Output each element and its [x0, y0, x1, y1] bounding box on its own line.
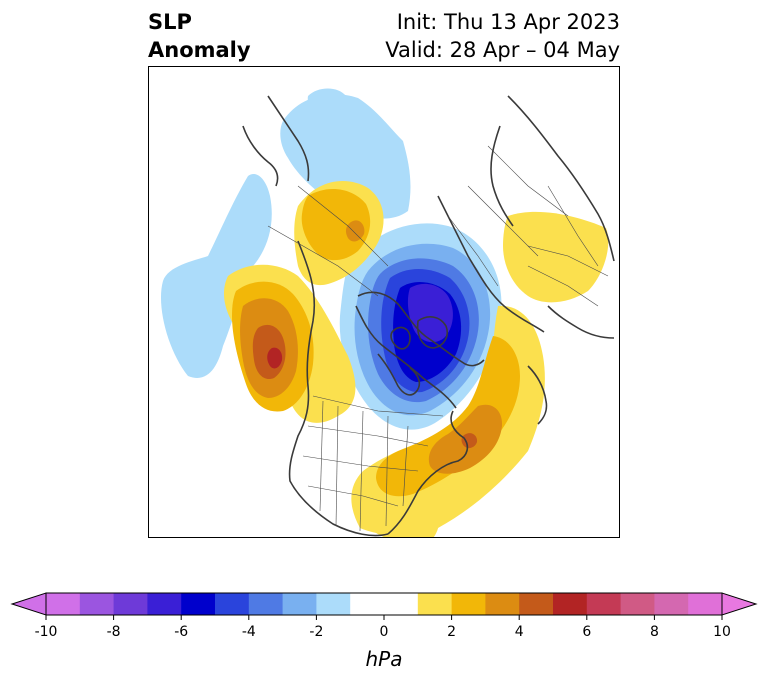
colorbar-bins — [46, 593, 723, 615]
positive-anomaly-mid — [232, 189, 520, 497]
init-date-label: Init: Thu 13 Apr 2023 — [396, 10, 620, 34]
colorbar-tick-label: 8 — [650, 624, 659, 640]
colorbar-bin — [586, 593, 621, 615]
colorbar-bin — [282, 593, 317, 615]
colorbar-tick-label: -10 — [35, 624, 58, 640]
colorbar-bin — [485, 593, 520, 615]
forecast-dates: Init: Thu 13 Apr 2023 Valid: 28 Apr – 04… — [385, 8, 620, 64]
colorbar-unit-label: hPa — [366, 647, 403, 671]
colorbar-bin — [181, 593, 216, 615]
title-line-1: SLP — [148, 10, 192, 34]
anomaly-map — [148, 66, 620, 538]
colorbar-tick-label: 6 — [582, 624, 591, 640]
colorbar-bin — [316, 593, 351, 615]
colorbar-tick-label: 2 — [447, 624, 456, 640]
colorbar-tick-label: -2 — [309, 624, 323, 640]
colorbar-tick-label: -4 — [242, 624, 256, 640]
colorbar-bin — [451, 593, 486, 615]
state-borders — [267, 145, 609, 532]
colorbar-bin — [350, 593, 419, 615]
map-frame — [148, 66, 620, 538]
colorbar-bin — [79, 593, 114, 615]
colorbar-tick-label: 10 — [713, 624, 731, 640]
colorbar-tick-label: 0 — [380, 624, 389, 640]
title-line-2: Anomaly — [148, 38, 251, 62]
colorbar-over-triangle — [721, 592, 758, 616]
coastlines — [242, 95, 615, 537]
colorbar-bin — [147, 593, 182, 615]
colorbar-bin — [113, 593, 148, 615]
colorbar-bin — [553, 593, 588, 615]
colorbar-tick-label: 4 — [515, 624, 524, 640]
colorbar-bin — [688, 593, 723, 615]
valid-range-label: Valid: 28 Apr – 04 May — [385, 38, 620, 62]
colorbar-bin — [248, 593, 283, 615]
colorbar-ticks: -10 -8 -6 -4 -2 0 2 4 6 8 10 — [35, 615, 731, 640]
colorbar-bin — [654, 593, 689, 615]
colorbar-tick-label: -8 — [107, 624, 121, 640]
colorbar-under-triangle — [10, 592, 47, 616]
colorbar-bin — [215, 593, 250, 615]
colorbar-bin — [417, 593, 452, 615]
colorbar-tick-label: -6 — [174, 624, 188, 640]
colorbar: -10 -8 -6 -4 -2 0 2 4 6 8 10 hPa — [10, 592, 758, 671]
map-title: SLP Anomaly — [148, 8, 251, 64]
colorbar-bin — [46, 593, 81, 615]
colorbar-bin — [519, 593, 554, 615]
colorbar-bin — [620, 593, 655, 615]
